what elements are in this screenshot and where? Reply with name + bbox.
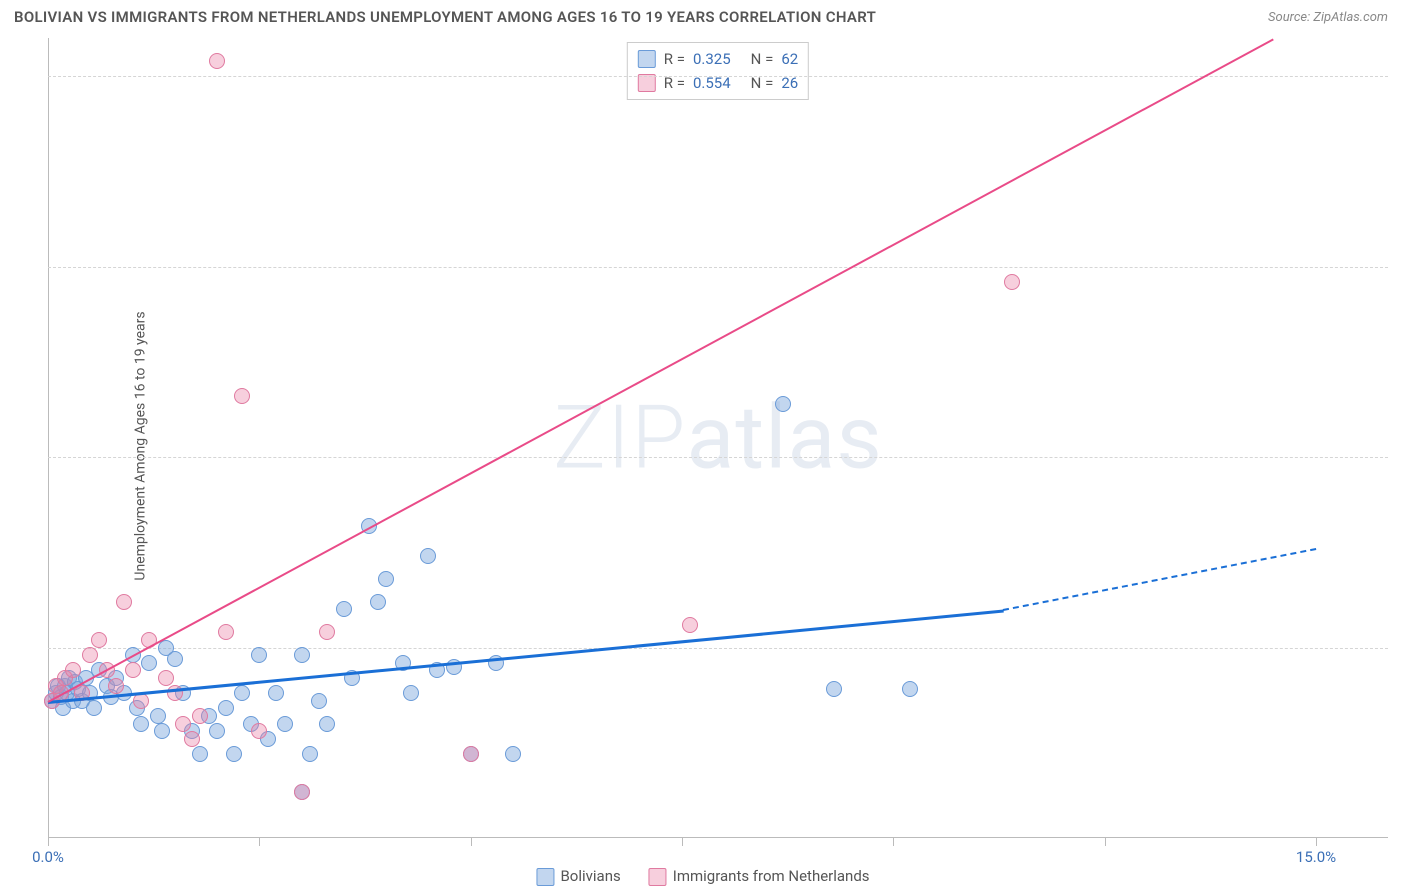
- data-point: [167, 651, 183, 667]
- legend-item: Bolivians: [536, 867, 620, 886]
- chart-title: BOLIVIAN VS IMMIGRANTS FROM NETHERLANDS …: [14, 8, 876, 26]
- plot-area: ZIPatlas R =0.325N =62R =0.554N =26 25.0…: [48, 38, 1388, 838]
- grid-line: [48, 648, 1388, 649]
- data-point: [154, 723, 170, 739]
- data-point: [150, 708, 166, 724]
- x-axis-line: [48, 837, 1388, 838]
- data-point: [158, 670, 174, 686]
- source-label: Source: ZipAtlas.com: [1268, 10, 1388, 25]
- legend-swatch: [649, 868, 667, 886]
- grid-line: [48, 76, 1388, 77]
- data-point: [277, 716, 293, 732]
- x-tick-label: 15.0%: [1296, 848, 1336, 866]
- legend-swatch: [536, 868, 554, 886]
- legend-row: R =0.554N =26: [638, 71, 798, 95]
- data-point: [319, 716, 335, 732]
- data-point: [682, 617, 698, 633]
- trend-line: [48, 38, 1275, 703]
- legend-correlation: R = 0.325 N = 62 R =0.554N =26: [627, 42, 809, 100]
- legend-r-label: R =: [664, 50, 685, 68]
- data-point: [175, 716, 191, 732]
- data-point: [192, 746, 208, 762]
- data-point: [251, 647, 267, 663]
- legend-row: R = 0.325 N = 62: [638, 47, 798, 71]
- data-point: [505, 746, 521, 762]
- data-point: [311, 693, 327, 709]
- legend-n-value: 62: [781, 50, 798, 68]
- data-point: [133, 716, 149, 732]
- data-point: [1004, 274, 1020, 290]
- data-point: [294, 647, 310, 663]
- x-tick: [48, 838, 49, 846]
- data-point: [826, 681, 842, 697]
- x-tick: [259, 838, 260, 846]
- data-point: [116, 594, 132, 610]
- data-point: [463, 746, 479, 762]
- legend-r-value: 0.325: [693, 50, 731, 68]
- data-point: [218, 624, 234, 640]
- data-point: [378, 571, 394, 587]
- data-point: [319, 624, 335, 640]
- data-point: [403, 685, 419, 701]
- x-tick: [1316, 838, 1317, 846]
- data-point: [294, 784, 310, 800]
- x-tick: [682, 838, 683, 846]
- data-point: [86, 700, 102, 716]
- x-tick: [471, 838, 472, 846]
- legend-series-name: Bolivians: [560, 867, 620, 885]
- data-point: [209, 723, 225, 739]
- grid-line: [48, 267, 1388, 268]
- data-point: [336, 601, 352, 617]
- legend-swatch: [638, 50, 656, 68]
- legend-n-label: N =: [751, 50, 774, 68]
- grid-line: [48, 457, 1388, 458]
- data-point: [192, 708, 208, 724]
- data-point: [251, 723, 267, 739]
- data-point: [218, 700, 234, 716]
- trend-line: [1003, 548, 1316, 611]
- data-point: [302, 746, 318, 762]
- x-tick-label: 0.0%: [32, 848, 64, 866]
- x-tick: [1105, 838, 1106, 846]
- data-point: [234, 388, 250, 404]
- data-point: [209, 53, 225, 69]
- data-point: [82, 647, 98, 663]
- data-point: [268, 685, 284, 701]
- data-point: [108, 678, 124, 694]
- data-point: [775, 396, 791, 412]
- data-point: [141, 655, 157, 671]
- x-tick: [893, 838, 894, 846]
- data-point: [133, 693, 149, 709]
- legend-series-name: Immigrants from Netherlands: [673, 867, 870, 885]
- data-point: [370, 594, 386, 610]
- legend-item: Immigrants from Netherlands: [649, 867, 870, 886]
- data-point: [234, 685, 250, 701]
- data-point: [125, 662, 141, 678]
- data-point: [65, 662, 81, 678]
- data-point: [91, 632, 107, 648]
- y-axis-line: [48, 38, 49, 838]
- data-point: [420, 548, 436, 564]
- data-point: [184, 731, 200, 747]
- data-point: [226, 746, 242, 762]
- data-point: [902, 681, 918, 697]
- legend-series: Bolivians Immigrants from Netherlands: [536, 867, 869, 886]
